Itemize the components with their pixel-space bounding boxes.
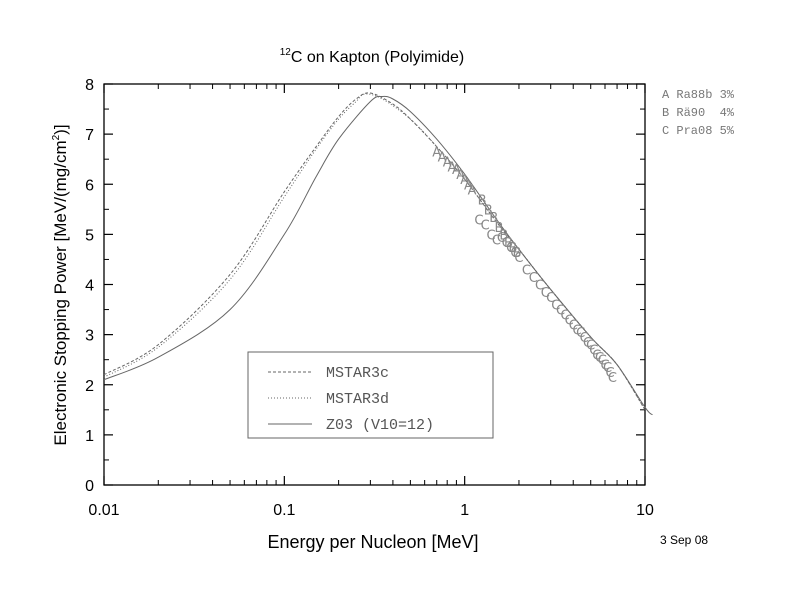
data-point-a: A (452, 163, 461, 178)
data-point-c: C (535, 279, 544, 294)
legend-label-mstar3c: MSTAR3c (326, 365, 389, 382)
x-tick-label: 10 (636, 502, 654, 519)
data-point-c: C (606, 366, 615, 381)
data-key-a: A Ra88b 3% (662, 88, 735, 102)
axis-ticks: 0.01 0.1 1 10 0 1 2 3 4 5 6 7 8 (85, 77, 654, 519)
data-point-c: C (522, 263, 531, 278)
data-point-c: C (608, 371, 617, 386)
data-point-c: C (595, 351, 604, 366)
data-point-b: B (508, 241, 517, 256)
data-point-c: C (589, 344, 598, 359)
y-tick-label: 5 (85, 227, 94, 244)
y-axis-label-end: )] (51, 124, 70, 134)
data-point-c: C (565, 314, 574, 329)
data-point-b: B (484, 203, 493, 218)
data-point-c: C (502, 236, 511, 251)
chart-title-main: C on Kapton (Polyimide) (291, 49, 464, 66)
data-point-c: C (576, 326, 585, 341)
data-point-b: B (495, 221, 504, 236)
data-point-b: B (489, 211, 498, 226)
data-point-c: C (551, 299, 560, 314)
data-key-c: C Pra08 5% (662, 124, 735, 138)
data-point-c: C (586, 339, 595, 354)
data-point-c: C (506, 241, 515, 256)
data-point-b: B (504, 236, 513, 251)
data-point-c: C (569, 319, 578, 334)
data-point-c: C (573, 324, 582, 339)
data-point-c: C (546, 291, 555, 306)
date-stamp: 3 Sep 08 (660, 533, 708, 547)
data-point-b: B (478, 193, 487, 208)
data-point-a: A (438, 151, 447, 166)
data-point-c: C (583, 336, 592, 351)
data-point-b: B (499, 228, 508, 243)
data-point-c: C (481, 218, 490, 233)
data-point-c: C (600, 359, 609, 374)
series-line-0 (103, 92, 646, 411)
data-point-c: C (592, 349, 601, 364)
data-point-c: C (510, 246, 519, 261)
x-tick-label: 0.1 (273, 502, 295, 519)
y-axis-label-main: Electronic Stopping Power [MeV/(mg/cm (51, 140, 70, 445)
data-point-a: A (443, 156, 452, 171)
data-point-c: C (598, 354, 607, 369)
data-point-c: C (560, 309, 569, 324)
legend-label-z03: Z03 (V10=12) (326, 417, 434, 434)
data-point-c: C (529, 271, 538, 286)
y-tick-label: 4 (85, 278, 94, 295)
data-point-a: A (464, 178, 473, 193)
data-point-a: A (460, 173, 469, 188)
x-tick-label: 1 (460, 502, 469, 519)
x-tick-label: 0.01 (88, 502, 119, 519)
data-point-c: C (492, 233, 501, 248)
series-curves (103, 92, 653, 416)
data-point-c: C (486, 228, 495, 243)
x-axis-label: Energy per Nucleon [MeV] (267, 532, 478, 552)
y-tick-label: 1 (85, 428, 94, 445)
y-tick-label: 0 (85, 478, 94, 495)
y-tick-label: 3 (85, 328, 94, 345)
data-point-a: A (468, 183, 477, 198)
data-point-c: C (580, 331, 589, 346)
y-axis-label: Electronic Stopping Power [MeV/(mg/cm2)] (51, 124, 70, 445)
data-point-c: C (497, 231, 506, 246)
series-line-2 (103, 95, 653, 416)
data-point-a: A (447, 161, 456, 176)
data-point-c: C (541, 286, 550, 301)
y-tick-label: 8 (85, 77, 94, 94)
chart-title: 12C on Kapton (Polyimide) (280, 47, 465, 66)
data-key-b: B Rä90 4% (662, 106, 735, 120)
data-point-a: A (456, 168, 465, 183)
data-point-c: C (514, 251, 523, 266)
data-points: AAAAAAAAABBBBBBBBCCCCCCCCCCCCCCCCCCCCCCC… (432, 146, 617, 387)
data-point-c: C (603, 361, 612, 376)
series-line-1 (103, 93, 646, 411)
data-point-c: C (556, 304, 565, 319)
legend-label-mstar3d: MSTAR3d (326, 391, 389, 408)
chart-title-superscript: 12 (280, 47, 292, 58)
data-point-a: A (432, 146, 441, 161)
y-tick-label: 6 (85, 177, 94, 194)
y-tick-label: 7 (85, 127, 94, 144)
y-axis-label-superscript: 2 (51, 134, 62, 140)
data-point-b: B (513, 246, 522, 261)
data-point-c: C (474, 213, 483, 228)
y-tick-label: 2 (85, 378, 94, 395)
